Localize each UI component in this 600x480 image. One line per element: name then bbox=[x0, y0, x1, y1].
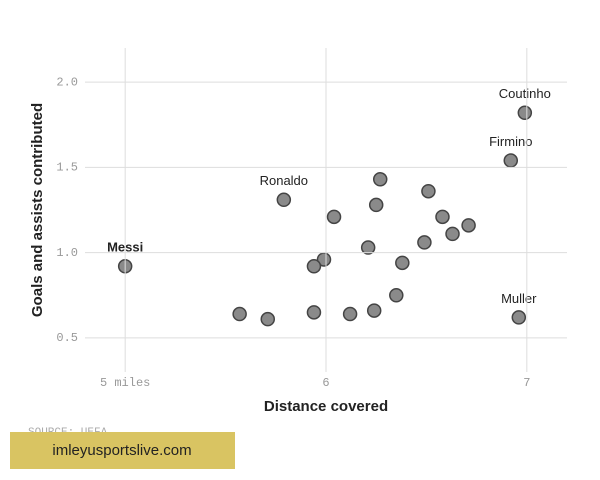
x-tick-label: 5 miles bbox=[100, 376, 150, 390]
point bbox=[360, 240, 376, 255]
point bbox=[306, 305, 322, 320]
point bbox=[306, 259, 322, 274]
point bbox=[372, 172, 388, 187]
point bbox=[421, 183, 436, 199]
x-tick-label: 7 bbox=[523, 376, 530, 390]
watermark: imleyusportslive.com bbox=[52, 442, 191, 459]
y-tick-label: 0.5 bbox=[56, 331, 78, 345]
y-tick-label: 2.0 bbox=[56, 75, 78, 89]
point bbox=[435, 209, 450, 225]
point bbox=[503, 153, 519, 168]
point-label: Muller bbox=[501, 291, 537, 306]
point bbox=[461, 218, 476, 233]
point bbox=[445, 226, 460, 242]
point bbox=[260, 311, 276, 327]
x-tick-label: 6 bbox=[322, 376, 329, 390]
point bbox=[368, 197, 384, 213]
point-label: Firmino bbox=[489, 134, 532, 149]
point bbox=[232, 306, 247, 322]
point bbox=[417, 235, 432, 250]
x-axis-title: Distance covered bbox=[264, 398, 388, 415]
point bbox=[511, 310, 527, 325]
watermark-banner bbox=[10, 432, 235, 469]
point bbox=[517, 105, 533, 121]
y-tick-label: 1.0 bbox=[56, 246, 78, 260]
point-label: Ronaldo bbox=[260, 173, 308, 188]
point bbox=[366, 303, 382, 318]
y-axis-title: Goals and assists contributed bbox=[29, 103, 46, 317]
y-tick-label: 1.5 bbox=[56, 161, 78, 175]
point bbox=[389, 288, 404, 303]
point bbox=[342, 306, 358, 322]
point-label: Coutinho bbox=[499, 86, 551, 101]
point bbox=[326, 209, 342, 225]
point bbox=[395, 255, 410, 271]
point bbox=[276, 192, 292, 208]
